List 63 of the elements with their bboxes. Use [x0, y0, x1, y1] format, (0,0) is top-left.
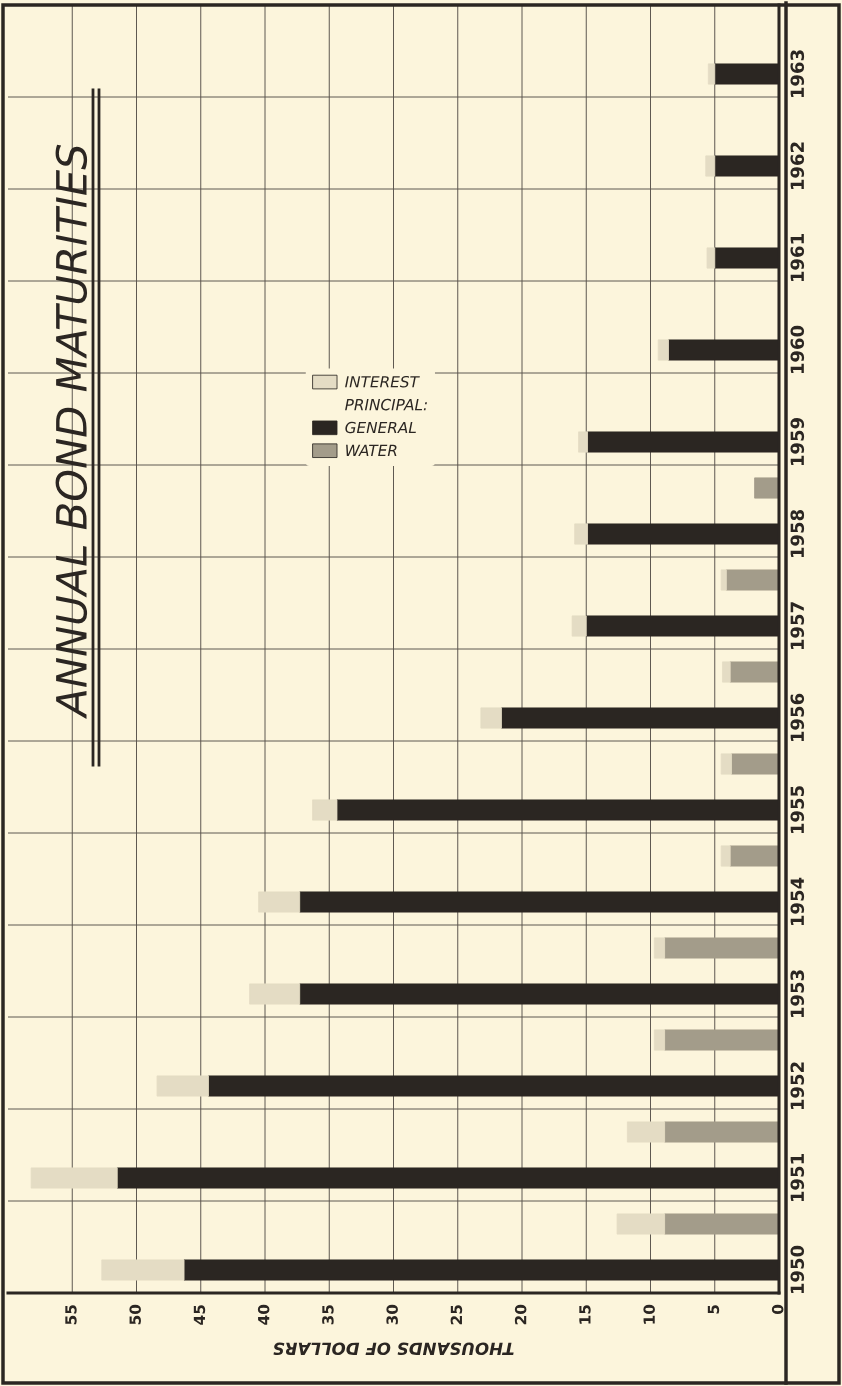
bar — [480, 707, 502, 729]
x-tick-label: 40 — [257, 1304, 270, 1325]
x-tick-label: 20 — [514, 1304, 527, 1325]
x-axis-title: THOUSANDS OF DOLLARS — [273, 1342, 514, 1356]
legend-label: INTEREST — [345, 375, 420, 388]
bar — [664, 1029, 779, 1051]
x-tick-label: 25 — [450, 1305, 463, 1325]
bar — [101, 1259, 185, 1281]
y-tick-label: 1957 — [790, 602, 805, 650]
y-tick-label: 1962 — [790, 142, 805, 190]
bar — [664, 1213, 779, 1235]
bar — [653, 937, 666, 959]
x-tick-label: 30 — [386, 1304, 398, 1325]
x-tick-label: 0 — [771, 1304, 784, 1315]
bar — [664, 937, 779, 959]
bar — [30, 1167, 118, 1189]
bar — [578, 431, 588, 453]
x-tick-label: 15 — [579, 1305, 591, 1324]
bar — [720, 845, 731, 867]
bar — [729, 845, 779, 867]
bar — [664, 1121, 779, 1143]
bar — [722, 661, 731, 683]
bar — [156, 1075, 209, 1097]
y-tick-label: 1959 — [790, 418, 805, 466]
x-tick-label: 55 — [65, 1305, 77, 1325]
annotation: PRINCIPAL: — [345, 398, 427, 411]
x-tick-label: 35 — [322, 1305, 334, 1325]
bar — [616, 1213, 666, 1235]
bar — [571, 615, 587, 637]
y-tick-label: 1961 — [790, 234, 805, 282]
y-tick-label: 1955 — [790, 786, 805, 834]
bar — [312, 799, 338, 821]
bar — [657, 339, 669, 361]
bar — [706, 247, 716, 269]
y-tick-label: 1952 — [790, 1062, 805, 1110]
y-tick-label: 1950 — [790, 1245, 805, 1294]
x-tick-label: 5 — [707, 1305, 720, 1314]
y-tick-label: 1960 — [790, 325, 805, 374]
x-tick-label: 45 — [193, 1305, 206, 1325]
legend-label: WATER — [346, 444, 397, 456]
y-tick-label: 1954 — [790, 877, 805, 926]
legend-label: GENERAL — [345, 421, 416, 434]
bar — [705, 155, 716, 177]
y-tick-label: 1953 — [790, 970, 805, 1018]
y-tick-label: 1958 — [790, 509, 805, 558]
bar — [653, 1029, 666, 1051]
bar — [626, 1121, 666, 1143]
x-tick-label: 10 — [643, 1304, 655, 1324]
bar — [720, 569, 727, 591]
bar — [707, 63, 716, 85]
y-tick-label: 1951 — [790, 1154, 805, 1202]
bar — [258, 891, 301, 913]
x-tick-label: 50 — [129, 1304, 141, 1325]
y-tick-label: 1963 — [790, 50, 805, 98]
text: ANNUAL BOND MATURITIES — [55, 144, 88, 719]
bar — [729, 661, 779, 683]
bar — [725, 569, 779, 591]
bar — [720, 753, 732, 775]
bar — [754, 477, 779, 499]
y-tick-label: 1956 — [790, 693, 805, 742]
bar — [249, 983, 301, 1005]
bar — [731, 753, 779, 775]
bar — [574, 523, 588, 545]
